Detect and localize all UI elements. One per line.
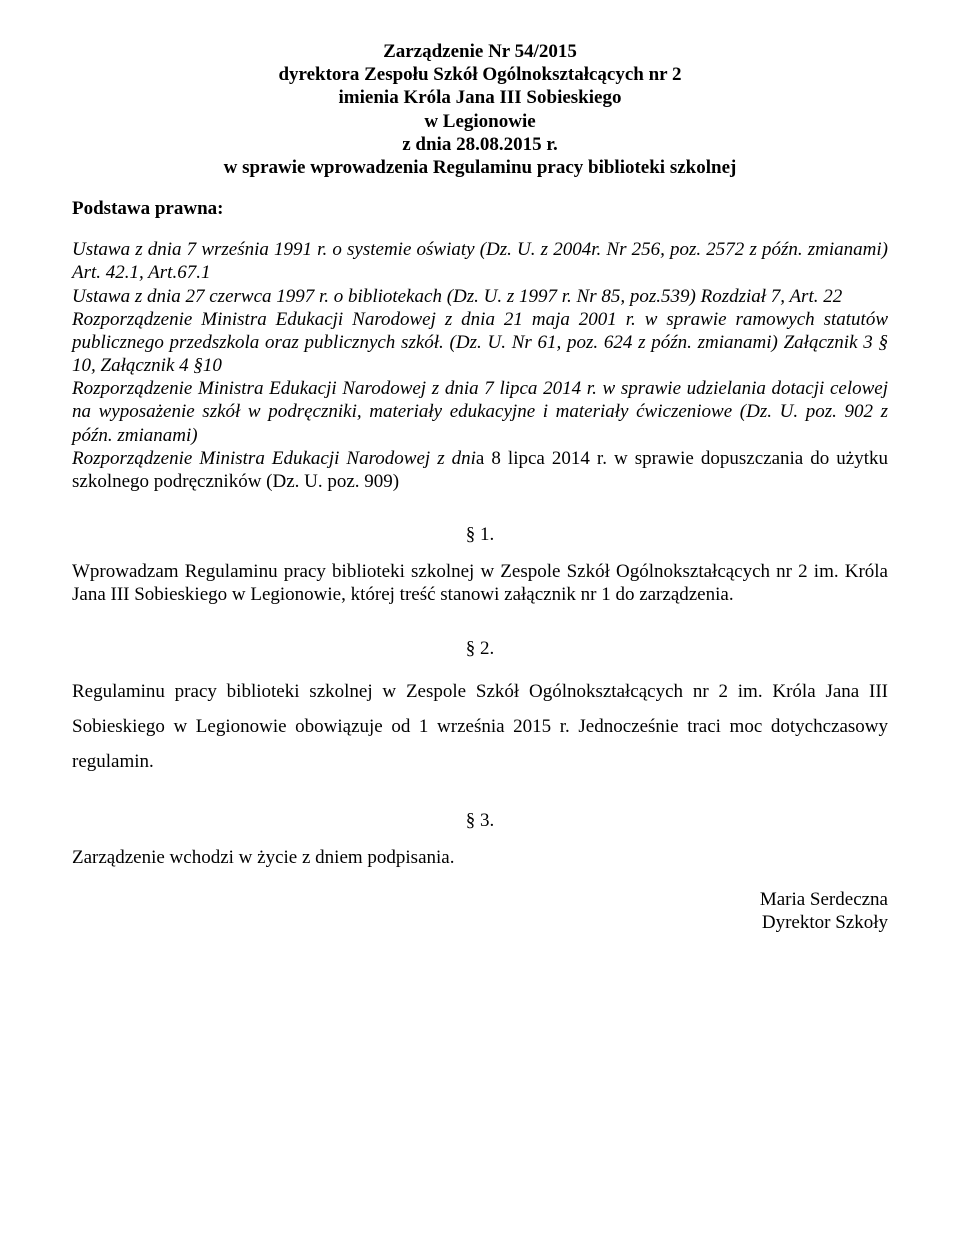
- section-1-number: § 1.: [72, 523, 888, 546]
- section-2-number: § 2.: [72, 637, 888, 660]
- title-line-2: dyrektora Zespołu Szkół Ogólnokształcący…: [72, 63, 888, 86]
- section-2-text-a: Regulaminu pracy biblioteki szkolnej w Z…: [72, 681, 763, 702]
- title-line-1: Zarządzenie Nr 54/2015: [72, 40, 888, 63]
- legal-p5: Rozporządzenie Ministra Edukacji Narodow…: [72, 447, 888, 493]
- signature-name: Maria Serdeczna: [72, 888, 888, 911]
- legal-p1: Ustawa z dnia 7 września 1991 r. o syste…: [72, 238, 888, 284]
- podstawa-label: Podstawa prawna:: [72, 197, 888, 220]
- title-line-6: w sprawie wprowadzenia Regulaminu pracy …: [72, 156, 888, 179]
- section-3-text: Zarządzenie wchodzi w życie z dniem podp…: [72, 846, 888, 869]
- signature-block: Maria Serdeczna Dyrektor Szkoły: [72, 888, 888, 934]
- section-2-text: Regulaminu pracy biblioteki szkolnej w Z…: [72, 674, 888, 779]
- legal-p3: Rozporządzenie Ministra Edukacji Narodow…: [72, 308, 888, 378]
- section-3-number: § 3.: [72, 809, 888, 832]
- legal-p5a: Rozporządzenie Ministra Edukacji Narodow…: [72, 448, 476, 469]
- title-line-5: z dnia 28.08.2015 r.: [72, 133, 888, 156]
- title-line-3: imienia Króla Jana III Sobieskiego: [72, 86, 888, 109]
- legal-p4: Rozporządzenie Ministra Edukacji Narodow…: [72, 377, 888, 447]
- legal-basis-block: Ustawa z dnia 7 września 1991 r. o syste…: [72, 238, 888, 493]
- section-1-text: Wprowadzam Regulaminu pracy biblioteki s…: [72, 560, 888, 606]
- signature-role: Dyrektor Szkoły: [72, 911, 888, 934]
- title-block: Zarządzenie Nr 54/2015 dyrektora Zespołu…: [72, 40, 888, 179]
- legal-p2: Ustawa z dnia 27 czerwca 1997 r. o bibli…: [72, 285, 888, 308]
- title-line-4: w Legionowie: [72, 110, 888, 133]
- legal-p3a: Rozporządzenie Ministra Edukacji Narodow…: [72, 309, 636, 330]
